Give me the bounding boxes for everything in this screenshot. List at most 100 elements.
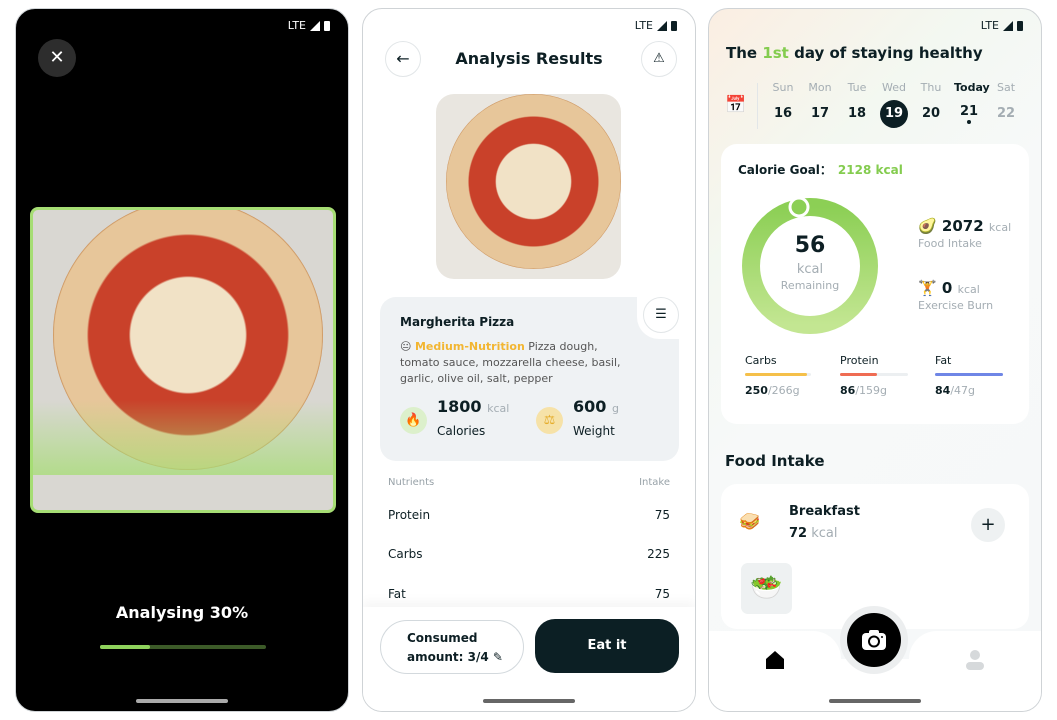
day-wed[interactable]: Wed 19: [879, 81, 909, 128]
macro-name: Protein: [840, 354, 879, 367]
eat-it-button[interactable]: Eat it: [535, 619, 679, 673]
meal-name: Breakfast: [789, 504, 860, 519]
macro-goal: /266g: [767, 384, 800, 397]
ring-track: [742, 198, 878, 334]
calories-stat: 🔥 1800 kcal Calories: [400, 397, 509, 438]
calorie-goal: Calorie Goal： 2128 kcal: [738, 161, 903, 178]
add-meal-button[interactable]: +: [971, 508, 1005, 542]
network-label: LTE: [634, 19, 653, 32]
exercise-stat: 🏋 0 kcal Exercise Burn: [918, 279, 993, 312]
home-indicator[interactable]: [136, 699, 228, 703]
close-button[interactable]: ✕: [38, 39, 76, 77]
breakfast-card[interactable]: 🥪 Breakfast 72 kcal + 🥗: [721, 484, 1029, 629]
remaining-unit: kcal: [796, 262, 824, 277]
consumed-amount-button[interactable]: Consumed amount: 3/4 ✎: [380, 620, 524, 674]
day-today[interactable]: Today 21: [954, 81, 990, 124]
remaining-label: Remaining: [780, 279, 840, 292]
scan-frame: [30, 207, 336, 513]
header-intake: Intake: [639, 477, 670, 488]
weight-label: Weight: [573, 424, 615, 438]
meal-kcal-value: 72: [789, 526, 808, 541]
nav-profile[interactable]: [909, 631, 1041, 711]
food-photo: [436, 94, 621, 279]
day-name: Wed: [882, 81, 906, 94]
today-dot: [967, 120, 971, 124]
nutrient-name: Protein: [388, 508, 431, 522]
back-button[interactable]: ←: [385, 41, 421, 77]
adjust-button[interactable]: ☰: [643, 297, 679, 333]
weightlifter-icon: 🏋: [918, 279, 937, 297]
nav-home[interactable]: [709, 631, 841, 711]
heading-pre: The: [726, 44, 763, 62]
ingredients: Pizza dough, tomato sauce, mozzarella ch…: [400, 340, 621, 385]
signal-icon: [1003, 20, 1013, 31]
heading-highlight: 1st: [762, 44, 789, 62]
battery-icon: [324, 20, 330, 31]
signal-icon: [310, 20, 320, 31]
network-label: LTE: [980, 19, 999, 32]
weight-value: 600: [573, 397, 607, 416]
macro-goal: /159g: [855, 384, 887, 397]
consumed-value: amount: 3/4: [407, 650, 489, 664]
day-sun[interactable]: Sun 16: [768, 81, 798, 128]
day-thu[interactable]: Thu 20: [916, 81, 946, 128]
report-button[interactable]: ⚠: [641, 41, 677, 77]
exercise-unit: kcal: [957, 283, 980, 296]
exercise-label: Exercise Burn: [918, 299, 994, 312]
day-date: 17: [810, 106, 830, 121]
day-name: Thu: [920, 81, 942, 94]
macro-bar: [935, 373, 1003, 376]
goal-value: 2128 kcal: [837, 163, 903, 177]
food-card: Margherita Pizza 😐 Medium-Nutrition Pizz…: [380, 297, 679, 461]
progress-fill: [100, 645, 150, 649]
meal-kcal-unit: kcal: [811, 526, 838, 541]
divider: [757, 83, 758, 129]
day-name: Tue: [847, 81, 867, 94]
calorie-ring: [742, 197, 878, 334]
macro-fat: Fat 84/47g: [935, 354, 1003, 397]
edit-icon: ✎: [492, 650, 503, 664]
calendar-icon[interactable]: 📅: [725, 95, 747, 115]
nutrient-name: Fat: [388, 587, 406, 601]
header-nutrients: Nutrients: [388, 477, 435, 488]
food-intake-unit: kcal: [988, 221, 1012, 234]
macro-carbs: Carbs 250/266g: [745, 354, 811, 397]
home-screen: LTE The 1st day of staying healthy 📅 Sun…: [708, 8, 1042, 712]
calories-label: Calories: [437, 424, 486, 438]
day-mon[interactable]: Mon 17: [805, 81, 835, 128]
macro-current: 250: [745, 384, 768, 397]
home-indicator[interactable]: [483, 699, 575, 703]
day-date: 21: [959, 104, 979, 119]
status-bar: LTE: [981, 19, 1023, 32]
macro-name: Carbs: [745, 354, 777, 367]
table-row: Carbs 225: [388, 547, 670, 561]
day-name: Mon: [808, 81, 832, 94]
scan-overlay: [33, 400, 333, 475]
weight-icon: ⚖: [536, 407, 563, 434]
calorie-card: Calorie Goal： 2128 kcal 56 kcal Remaining 🥑…: [721, 144, 1029, 424]
nutrient-name: Carbs: [388, 547, 423, 561]
exercise-value: 0: [941, 279, 953, 297]
battery-icon: [671, 20, 677, 31]
salad-thumbnail[interactable]: 🥗: [741, 563, 792, 614]
streak-heading: The 1st day of staying healthy: [726, 44, 983, 62]
bottom-bar: Consumed amount: 3/4 ✎ Eat it: [363, 607, 695, 711]
day-sat[interactable]: Sat 22: [991, 81, 1021, 128]
food-intake-stat: 🥑 2072 kcal Food Intake: [918, 217, 1011, 250]
day-date: 18: [847, 106, 867, 121]
home-indicator[interactable]: [829, 699, 921, 703]
status-bar: LTE: [288, 19, 330, 32]
food-name: Margherita Pizza: [400, 315, 515, 329]
avocado-icon: 🥑: [918, 217, 937, 235]
goal-label: Calorie Goal：: [738, 163, 832, 177]
camera-icon: [862, 630, 886, 650]
analysis-results-screen: LTE ← Analysis Results ⚠ Margherita Pizz…: [362, 8, 696, 712]
profile-icon: [966, 650, 984, 670]
macro-current: 86: [840, 384, 856, 397]
camera-button[interactable]: [847, 613, 901, 667]
sandwich-icon: 🥪: [739, 512, 761, 532]
day-tue[interactable]: Tue 18: [842, 81, 872, 128]
day-date: 16: [773, 106, 793, 121]
analysing-screen: LTE ✕ Analysing 30%: [15, 8, 349, 712]
day-date: 20: [921, 106, 941, 121]
